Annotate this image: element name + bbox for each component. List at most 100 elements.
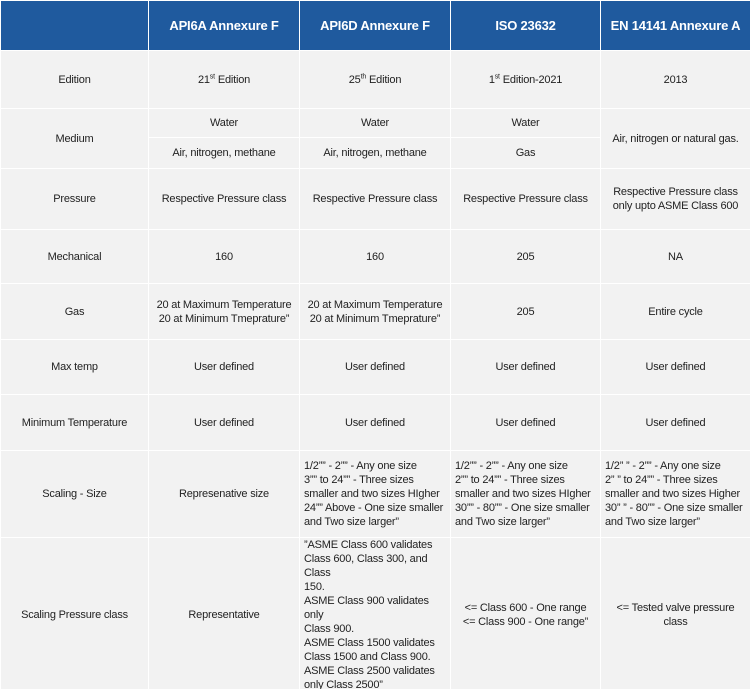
row-label: Edition xyxy=(0,50,149,109)
table-cell: 160 xyxy=(299,229,451,284)
cell-line: and Two size larger” xyxy=(304,516,399,528)
cell-line: 20 at Maximum Temperature xyxy=(307,298,443,311)
table-row: Edition 21st Edition 25th Edition 1st Edition-… xyxy=(0,50,750,109)
table-row: Pressure Respective Pressure class Respect… xyxy=(0,168,750,230)
table-cell: Air, nitrogen, methane xyxy=(148,137,300,169)
cell-line: Respective Pressure class xyxy=(613,186,738,198)
header-corner xyxy=(0,0,149,51)
table-cell: User defined xyxy=(148,394,300,451)
table-cell: Representative xyxy=(148,537,300,689)
table-cell: User defined xyxy=(299,394,451,451)
edition-text: Edition xyxy=(217,73,251,86)
column-header: API6A Annexure F xyxy=(148,0,300,51)
table-row: Air, nitrogen, methane Air, nitrogen, met… xyxy=(1,137,750,169)
edition-suffix: th xyxy=(360,72,367,80)
row-label: Scaling - Size xyxy=(0,450,149,538)
cell-line: only Class 2500” xyxy=(304,679,383,689)
cell-line: Class 900. xyxy=(304,623,354,635)
cell-line: 150. xyxy=(304,581,325,593)
table-row: Max temp User defined User defined User def… xyxy=(0,339,750,395)
table-cell: ”ASME Class 600 validates Class 600, Clas… xyxy=(299,537,451,689)
column-header: ISO 23632 xyxy=(450,0,601,51)
cell-line: 24”” Above - One size smaller xyxy=(304,502,444,514)
table-cell: 20 at Maximum Temperature 20 at Minimum T… xyxy=(299,283,451,340)
table-cell: 20 at Maximum Temperature 20 at Minimum T… xyxy=(148,283,300,340)
table-cell: 160 xyxy=(148,229,300,284)
table-cell: User defined xyxy=(148,339,300,395)
table-cell: Respective Pressure class xyxy=(299,168,451,230)
table-cell: 1/2”” - 2”” - Any one size 2”” to 24”” - … xyxy=(450,450,601,538)
edition-number: 1 xyxy=(488,73,495,86)
cell-line: smaller and two sizes Higher xyxy=(605,488,741,500)
row-label: Mechanical xyxy=(0,229,149,284)
column-header: API6D Annexure F xyxy=(299,0,451,51)
cell-line: ”ASME Class 600 validates xyxy=(304,539,433,551)
cell-line: 1/2”” - 2”” - Any one size xyxy=(304,460,417,472)
header-row: API6A Annexure F API6D Annexure F ISO 2363… xyxy=(0,0,750,51)
table-cell: User defined xyxy=(299,339,451,395)
table-cell: Respective Pressure class xyxy=(450,168,601,230)
cell-line: <= Class 600 - One range xyxy=(464,602,587,614)
cell-line: Class 1500 and Class 900. xyxy=(304,651,431,663)
cell-line: <= Class 900 - One range” xyxy=(462,616,589,628)
edition-text: Edition-2021 xyxy=(502,73,563,86)
cell-line: 20 at Maximum Temperature xyxy=(156,298,292,311)
table-row: Scaling Pressure class Representative ”ASM… xyxy=(0,537,750,689)
table-cell: 25th Edition xyxy=(299,50,451,109)
table-cell: <= Tested valve pressure class xyxy=(600,537,750,689)
table-cell: Water xyxy=(450,108,601,138)
table-cell: 205 xyxy=(450,283,601,340)
cell-line: ASME Class 2500 validates xyxy=(304,665,435,677)
table-cell: Respective Pressure class xyxy=(148,168,300,230)
edition-number: 21 xyxy=(197,73,210,86)
table-cell: 1/2”” - 2”” - Any one size 3”” to 24”” - … xyxy=(299,450,451,538)
row-label: Pressure xyxy=(0,168,149,230)
column-header: EN 14141 Annexure A xyxy=(600,0,750,51)
table-cell: Air, nitrogen or natural gas. xyxy=(600,108,750,169)
cell-line: 20 at Minimum Tmeprature” xyxy=(158,312,290,325)
table-cell: <= Class 600 - One range <= Class 900 - O… xyxy=(450,537,601,689)
cell-line: 1/2”” - 2”” - Any one size xyxy=(455,460,568,472)
table-cell: 205 xyxy=(450,229,601,284)
table-row: Mechanical 160 160 205 NA xyxy=(0,229,750,284)
table-cell: User defined xyxy=(600,394,750,451)
table-row: Gas 20 at Maximum Temperature 20 at Minimu… xyxy=(0,283,750,340)
cell-line: ASME Class 900 validates only xyxy=(304,595,429,621)
table-row: Minimum Temperature User defined User defi… xyxy=(0,394,750,451)
row-label: Minimum Temperature xyxy=(0,394,149,451)
cell-line: Class 600, Class 300, and Class xyxy=(304,553,428,579)
row-label: Medium xyxy=(0,108,149,169)
edition-number: 25 xyxy=(348,73,361,86)
table-cell: User defined xyxy=(450,394,601,451)
table-cell: Respective Pressure class only upto ASME … xyxy=(600,168,750,230)
edition-suffix: st xyxy=(209,72,215,80)
edition-text: Edition xyxy=(369,73,402,86)
table-cell: 1/2” ” - 2”” - Any one size 2” ” to 24”” … xyxy=(600,450,750,538)
cell-line: 2”” to 24”” - Three sizes xyxy=(455,474,565,486)
cell-line: 3”” to 24”” - Three sizes xyxy=(304,474,414,486)
table-cell: 21st Edition xyxy=(148,50,300,109)
edition-suffix: st xyxy=(494,72,500,80)
table-cell: Water xyxy=(148,108,300,138)
table-cell: Water xyxy=(299,108,451,138)
row-label: Max temp xyxy=(0,339,149,395)
cell-line: 30”” - 80”” - One size smaller xyxy=(455,502,590,514)
table-cell: Represenative size xyxy=(148,450,300,538)
cell-line: 2” ” to 24”” - Three sizes xyxy=(605,474,718,486)
table-cell: Air, nitrogen, methane xyxy=(299,137,451,169)
table-cell: 2013 xyxy=(600,50,750,109)
row-label: Scaling Pressure class xyxy=(0,537,149,689)
cell-line: ASME Class 1500 validates xyxy=(304,637,435,649)
cell-line: smaller and two sizes HIgher xyxy=(304,488,440,500)
table-cell: User defined xyxy=(600,339,750,395)
cell-line: 20 at Minimum Tmeprature” xyxy=(309,312,441,325)
cell-line: smaller and two sizes HIgher xyxy=(455,488,591,500)
table-cell: NA xyxy=(600,229,750,284)
table-row: Scaling - Size Represenative size 1/2”” - … xyxy=(0,450,750,538)
table-cell: User defined xyxy=(450,339,601,395)
cell-line: 1/2” ” - 2”” - Any one size xyxy=(605,460,721,472)
table-cell: Gas xyxy=(450,137,601,169)
row-label: Gas xyxy=(0,283,149,340)
